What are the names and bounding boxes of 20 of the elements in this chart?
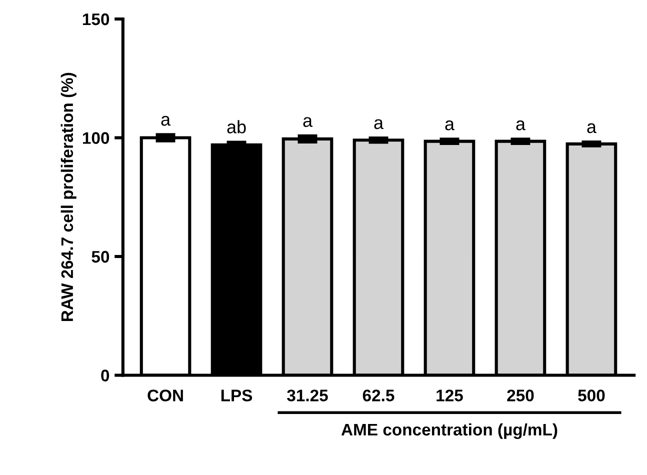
x-tick-label: CON xyxy=(148,390,183,402)
x-tick-label: LPS xyxy=(221,390,252,402)
x-axis-title: AME concentration (µg/mL) xyxy=(341,423,558,439)
annotation: a xyxy=(374,119,384,130)
y-tick-label: 100 xyxy=(82,132,110,144)
y-tick-label: 150 xyxy=(82,13,110,26)
y-tick-label: 0 xyxy=(101,370,110,382)
x-tick-label: 31.25 xyxy=(287,390,328,402)
annotation: ab xyxy=(227,120,246,134)
annotation: a xyxy=(161,116,171,126)
y-axis-title: RAW 264.7 cell proliferation (%) xyxy=(60,72,76,322)
annotation: a xyxy=(445,120,455,130)
y-tick-label: 50 xyxy=(92,250,110,263)
x-tick-label: 62.5 xyxy=(362,390,394,402)
annotation: a xyxy=(587,123,596,134)
annotation: a xyxy=(516,120,526,130)
annotation: a xyxy=(303,117,313,127)
x-tick-label: 125 xyxy=(436,390,463,402)
x-tick-label: 250 xyxy=(507,390,534,402)
x-tick-label: 500 xyxy=(578,390,605,402)
